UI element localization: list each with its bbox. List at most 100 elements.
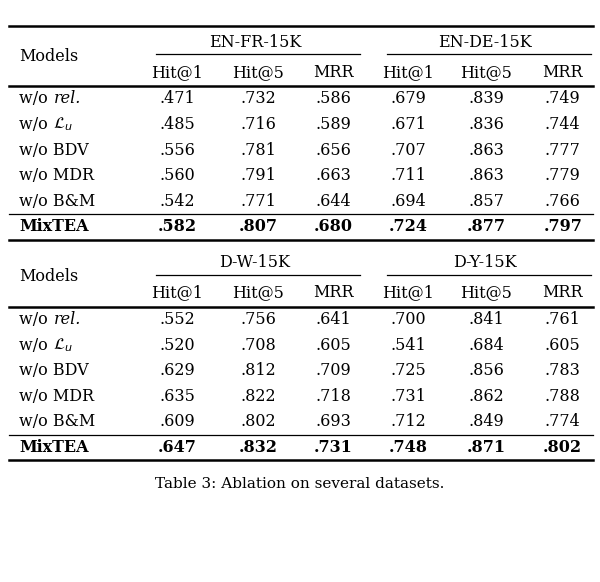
Text: .744: .744	[545, 116, 581, 133]
Text: .694: .694	[390, 193, 426, 210]
Text: .629: .629	[159, 362, 195, 379]
Text: .749: .749	[545, 90, 581, 108]
Text: D-Y-15K: D-Y-15K	[454, 254, 517, 271]
Text: .812: .812	[240, 362, 276, 379]
Text: Hit@5: Hit@5	[460, 63, 512, 81]
Text: .841: .841	[468, 311, 504, 328]
Text: .709: .709	[315, 362, 351, 379]
Text: .471: .471	[159, 90, 195, 108]
Text: w/o MDR: w/o MDR	[19, 167, 94, 184]
Text: .605: .605	[545, 336, 581, 354]
Text: .656: .656	[315, 141, 351, 159]
Text: EN-DE-15K: EN-DE-15K	[439, 34, 532, 51]
Text: MRR: MRR	[313, 63, 353, 81]
Text: Hit@5: Hit@5	[232, 63, 284, 81]
Text: .731: .731	[314, 439, 352, 456]
Text: .542: .542	[159, 193, 195, 210]
Text: .589: .589	[315, 116, 351, 133]
Text: D-W-15K: D-W-15K	[220, 254, 290, 271]
Text: .871: .871	[466, 439, 506, 456]
Text: .777: .777	[545, 141, 581, 159]
Text: .788: .788	[545, 388, 581, 405]
Text: .756: .756	[240, 311, 276, 328]
Text: w/o: w/o	[19, 311, 53, 328]
Text: .781: .781	[240, 141, 276, 159]
Text: .863: .863	[468, 167, 504, 184]
Text: .731: .731	[390, 388, 426, 405]
Text: .635: .635	[159, 388, 195, 405]
Text: w/o MDR: w/o MDR	[19, 388, 94, 405]
Text: .644: .644	[315, 193, 351, 210]
Text: w/o BDV: w/o BDV	[19, 141, 89, 159]
Text: w/o: w/o	[19, 90, 53, 108]
Text: .485: .485	[159, 116, 195, 133]
Text: rel.: rel.	[53, 311, 81, 328]
Text: .586: .586	[315, 90, 351, 108]
Text: .797: .797	[544, 218, 582, 236]
Text: .774: .774	[545, 413, 581, 431]
Text: .856: .856	[468, 362, 504, 379]
Text: .693: .693	[315, 413, 351, 431]
Text: .724: .724	[389, 218, 428, 236]
Text: .761: .761	[545, 311, 581, 328]
Text: .716: .716	[240, 116, 276, 133]
Text: .684: .684	[468, 336, 504, 354]
Text: w/o B&M: w/o B&M	[19, 413, 95, 431]
Text: Hit@5: Hit@5	[232, 284, 284, 301]
Text: .712: .712	[390, 413, 426, 431]
Text: .863: .863	[468, 141, 504, 159]
Text: w/o: w/o	[19, 116, 53, 133]
Text: .771: .771	[240, 193, 276, 210]
Text: .832: .832	[239, 439, 277, 456]
Text: .679: .679	[390, 90, 426, 108]
Text: .711: .711	[390, 167, 426, 184]
Text: .647: .647	[158, 439, 196, 456]
Text: .877: .877	[467, 218, 506, 236]
Text: .700: .700	[390, 311, 426, 328]
Text: MixTEA: MixTEA	[19, 218, 89, 236]
Text: .552: .552	[159, 311, 195, 328]
Text: Models: Models	[19, 48, 79, 65]
Text: .748: .748	[389, 439, 428, 456]
Text: Table 3: Ablation on several datasets.: Table 3: Ablation on several datasets.	[155, 477, 445, 491]
Text: Hit@1: Hit@1	[151, 63, 203, 81]
Text: .541: .541	[390, 336, 426, 354]
Text: .725: .725	[390, 362, 426, 379]
Text: .791: .791	[240, 167, 276, 184]
Text: .708: .708	[240, 336, 276, 354]
Text: .605: .605	[315, 336, 351, 354]
Text: EN-FR-15K: EN-FR-15K	[209, 34, 301, 51]
Text: w/o BDV: w/o BDV	[19, 362, 89, 379]
Text: $\mathcal{L}_u$: $\mathcal{L}_u$	[53, 116, 73, 133]
Text: .836: .836	[468, 116, 504, 133]
Text: Hit@1: Hit@1	[151, 284, 203, 301]
Text: .718: .718	[315, 388, 351, 405]
Text: .822: .822	[240, 388, 276, 405]
Text: w/o: w/o	[19, 336, 53, 354]
Text: .779: .779	[545, 167, 581, 184]
Text: $\mathcal{L}_u$: $\mathcal{L}_u$	[53, 336, 73, 354]
Text: .732: .732	[240, 90, 276, 108]
Text: w/o B&M: w/o B&M	[19, 193, 95, 210]
Text: Hit@5: Hit@5	[460, 284, 512, 301]
Text: .802: .802	[240, 413, 276, 431]
Text: .671: .671	[390, 116, 426, 133]
Text: .520: .520	[159, 336, 195, 354]
Text: .862: .862	[468, 388, 504, 405]
Text: MRR: MRR	[313, 284, 353, 301]
Text: MRR: MRR	[542, 63, 583, 81]
Text: .582: .582	[157, 218, 197, 236]
Text: .641: .641	[315, 311, 351, 328]
Text: .663: .663	[315, 167, 351, 184]
Text: MixTEA: MixTEA	[19, 439, 89, 456]
Text: .609: .609	[159, 413, 195, 431]
Text: .857: .857	[468, 193, 504, 210]
Text: .802: .802	[543, 439, 583, 456]
Text: rel.: rel.	[53, 90, 81, 108]
Text: Hit@1: Hit@1	[382, 63, 434, 81]
Text: .560: .560	[159, 167, 195, 184]
Text: Hit@1: Hit@1	[382, 284, 434, 301]
Text: Models: Models	[19, 268, 79, 285]
Text: .839: .839	[468, 90, 504, 108]
Text: .707: .707	[390, 141, 426, 159]
